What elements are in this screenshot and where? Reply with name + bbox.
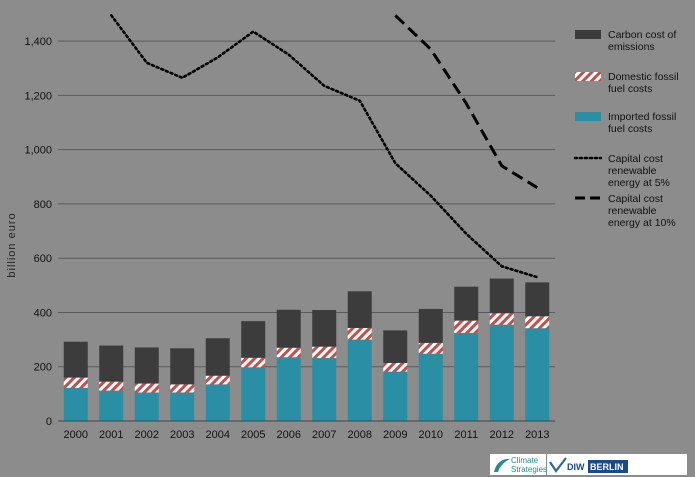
- climate-logo-text-1: Climate: [511, 456, 539, 465]
- bar-domestic-2002: [134, 383, 159, 393]
- legend-entry-2-swatch: [575, 112, 601, 121]
- legend-entry-1-label-line-0: Domestic fossil: [608, 71, 679, 83]
- bar-imported-2011: [454, 332, 479, 421]
- bar-imported-2004: [205, 384, 230, 421]
- bar-domestic-2003: [170, 384, 195, 393]
- x-tick-label-2007: 2007: [312, 429, 336, 441]
- axis-layer: 0 200 400 600 800 1,000 1,200 1,400 2000 2001 2002…: [24, 36, 555, 441]
- x-tick-label-2009: 2009: [383, 429, 407, 441]
- line-series-capital-10pct: [394, 14, 539, 189]
- bar-carbon-2006: [276, 309, 301, 348]
- bar-carbon-2012: [489, 278, 514, 314]
- x-tick-label-2001: 2001: [99, 429, 123, 441]
- bar-imported-2013: [525, 328, 550, 421]
- bar-imported-2008: [347, 339, 372, 421]
- legend-entry-2-label-line-0: Imported fossil: [608, 111, 676, 123]
- legend-entry-1-label-line-1: fuel costs: [608, 83, 652, 95]
- bar-carbon-2005: [241, 321, 266, 358]
- bar-imported-2002: [134, 392, 159, 421]
- y-tick-label-1400: 1,400: [24, 36, 52, 48]
- diw-check-icon: [549, 457, 567, 473]
- bar-domestic-2010: [418, 342, 443, 354]
- x-tick-label-2004: 2004: [206, 429, 230, 441]
- bar-carbon-2007: [312, 310, 337, 347]
- bar-domestic-2013: [525, 316, 550, 329]
- x-tick-label-2005: 2005: [241, 429, 265, 441]
- bar-carbon-2002: [134, 347, 159, 384]
- climate-logo-box: [490, 454, 546, 475]
- bar-imported-2005: [241, 367, 266, 421]
- legend-entry-4-label-line-0: Capital cost: [608, 193, 663, 205]
- diw-logo-text: DIW: [567, 462, 585, 472]
- legend-entry-4-label-line-1: renewable: [608, 205, 657, 217]
- bar-domestic-2008: [347, 327, 372, 340]
- bar-imported-2001: [99, 390, 124, 421]
- legend-entry-0-label-line-1: emissions: [608, 41, 655, 53]
- bar-domestic-2007: [312, 346, 337, 359]
- line-series-capital-5pct: [110, 14, 539, 279]
- bar-carbon-2004: [205, 338, 230, 376]
- bar-layer: [63, 278, 550, 421]
- climate-leaf-icon: [494, 458, 510, 472]
- x-tick-label-2013: 2013: [525, 429, 549, 441]
- bar-carbon-2003: [170, 348, 195, 385]
- y-tick-label-1200: 1,200: [24, 90, 52, 102]
- bar-imported-2003: [170, 392, 195, 421]
- climate-logo-text-2: Strategies: [511, 465, 547, 474]
- y-tick-label-600: 600: [34, 253, 52, 265]
- diw-berlin-box: [588, 460, 628, 473]
- x-tick-label-2012: 2012: [490, 429, 514, 441]
- legend-entry-3-label-line-2: energy at 5%: [608, 177, 670, 189]
- y-axis-label: billion euro: [6, 212, 18, 277]
- x-tick-label-2000: 2000: [64, 429, 88, 441]
- bar-imported-2007: [312, 358, 337, 421]
- bar-imported-2010: [418, 353, 443, 421]
- y-tick-label-800: 800: [34, 199, 52, 211]
- bar-imported-2006: [276, 357, 301, 421]
- bar-carbon-2000: [63, 341, 88, 378]
- legend-entry-1-swatch: [575, 72, 601, 81]
- bar-domestic-2000: [63, 377, 88, 388]
- bar-domestic-2004: [205, 375, 230, 385]
- bar-carbon-2011: [454, 286, 479, 321]
- bar-domestic-2001: [99, 381, 124, 391]
- legend-entry-2-label-line-1: fuel costs: [608, 123, 652, 135]
- y-tick-label-1000: 1,000: [24, 145, 52, 157]
- bar-domestic-2012: [489, 313, 514, 325]
- bar-domestic-2011: [454, 320, 479, 333]
- legend-entry-3-label-line-0: Capital cost: [608, 153, 663, 165]
- logo-diw-berlin: DIW BERLIN: [547, 454, 687, 475]
- x-tick-label-2010: 2010: [419, 429, 443, 441]
- bar-carbon-2001: [99, 345, 124, 382]
- x-tick-label-2003: 2003: [170, 429, 194, 441]
- bar-carbon-2010: [418, 308, 443, 343]
- legend-entry-3-label-line-1: renewable: [608, 165, 657, 177]
- legend-entry-0-label-line-0: Carbon cost of: [608, 29, 676, 41]
- bar-carbon-2013: [525, 282, 550, 317]
- bar-imported-2009: [383, 371, 408, 421]
- x-tick-label-2006: 2006: [277, 429, 301, 441]
- bar-imported-2012: [489, 324, 514, 421]
- legend-entry-0-swatch: [575, 30, 601, 39]
- y-tick-label-400: 400: [34, 307, 52, 319]
- x-tick-label-2002: 2002: [135, 429, 159, 441]
- legend-entry-4-label-line-2: energy at 10%: [608, 217, 676, 229]
- bar-domestic-2006: [276, 347, 301, 358]
- diw-berlin-text: BERLIN: [590, 462, 624, 472]
- y-tick-label-0: 0: [46, 416, 52, 428]
- bar-domestic-2009: [383, 362, 408, 372]
- x-tick-label-2011: 2011: [454, 429, 478, 441]
- y-tick-label-200: 200: [34, 362, 52, 374]
- bar-carbon-2009: [383, 330, 408, 363]
- logo-climate-strategies: Climate Strategies: [490, 454, 547, 475]
- bar-carbon-2008: [347, 291, 372, 328]
- bar-domestic-2005: [241, 357, 266, 368]
- x-tick-label-2008: 2008: [348, 429, 372, 441]
- bar-imported-2000: [63, 387, 88, 421]
- line-layer: [110, 14, 539, 279]
